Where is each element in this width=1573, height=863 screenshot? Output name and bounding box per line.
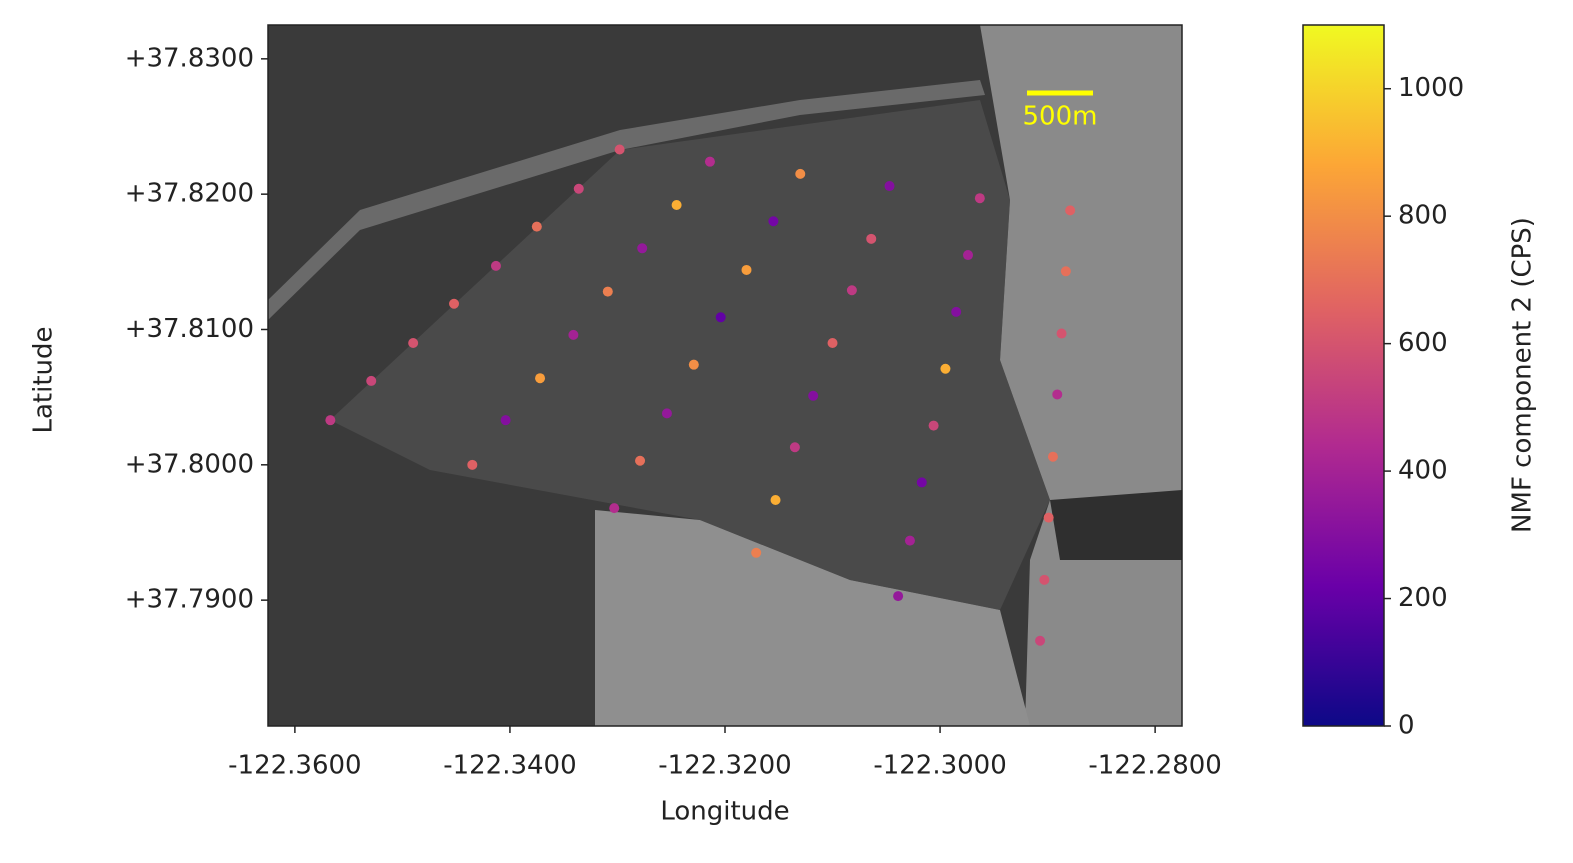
x-tick-label: -122.3000 — [873, 751, 1006, 781]
point — [637, 243, 648, 254]
point — [974, 193, 985, 204]
point — [609, 503, 620, 514]
point — [916, 477, 927, 488]
x-tick-label: -122.3200 — [658, 751, 791, 781]
x-tick-label: -122.2800 — [1088, 751, 1221, 781]
point — [846, 285, 857, 296]
point — [940, 363, 951, 374]
y-tick-label: +37.8000 — [125, 449, 254, 479]
point — [635, 455, 646, 466]
y-tick-label: +37.8200 — [125, 179, 254, 209]
point — [751, 547, 762, 558]
point — [951, 306, 962, 317]
point — [1047, 451, 1058, 462]
point — [963, 250, 974, 261]
colorbar-tick-label: 200 — [1398, 583, 1448, 613]
point — [789, 442, 800, 453]
point — [531, 221, 542, 232]
point — [325, 415, 336, 426]
point — [449, 298, 460, 309]
x-axis-label: Longitude — [660, 797, 789, 827]
colorbar-tick-label: 400 — [1398, 456, 1448, 486]
point — [827, 338, 838, 349]
y-axis-label: Latitude — [29, 326, 59, 433]
colorbar-tick-label: 1000 — [1398, 73, 1464, 103]
colorbar — [1302, 24, 1385, 727]
point — [715, 312, 726, 323]
point — [1060, 266, 1071, 277]
colorbar-label: NMF component 2 (CPS) — [1508, 217, 1538, 533]
map-background — [268, 25, 1182, 726]
x-tick-label: -122.3600 — [228, 751, 361, 781]
point — [928, 420, 939, 431]
point — [884, 181, 895, 192]
x-tick-label: -122.3400 — [443, 751, 576, 781]
y-tick-label: +37.7900 — [125, 585, 254, 615]
point — [366, 375, 377, 386]
points — [325, 144, 1076, 646]
point — [573, 183, 584, 194]
point — [770, 495, 781, 506]
point — [795, 168, 806, 179]
point — [866, 233, 877, 244]
colorbar-tick-label: 600 — [1398, 328, 1448, 358]
point — [408, 338, 419, 349]
point — [1056, 328, 1067, 339]
point — [535, 373, 546, 384]
colorbar-tick-label: 0 — [1398, 711, 1415, 741]
point — [614, 144, 625, 155]
point — [500, 415, 511, 426]
point — [568, 329, 579, 340]
point — [1043, 512, 1054, 523]
point — [704, 156, 715, 167]
point — [602, 286, 613, 297]
y-tick-label: +37.8100 — [125, 314, 254, 344]
scale-bar-label: 500m — [1023, 102, 1098, 132]
point — [490, 260, 501, 271]
point — [1065, 205, 1076, 216]
point — [904, 535, 915, 546]
point — [671, 199, 682, 210]
point — [741, 264, 752, 275]
point — [1039, 574, 1050, 585]
point — [1052, 389, 1063, 400]
point — [688, 359, 699, 370]
colorbar-tick-label: 800 — [1398, 201, 1448, 231]
point — [661, 408, 672, 419]
point — [467, 459, 478, 470]
y-tick-label: +37.8300 — [125, 43, 254, 73]
point — [808, 390, 819, 401]
point — [1035, 635, 1046, 646]
point — [768, 216, 779, 227]
point — [893, 591, 904, 602]
